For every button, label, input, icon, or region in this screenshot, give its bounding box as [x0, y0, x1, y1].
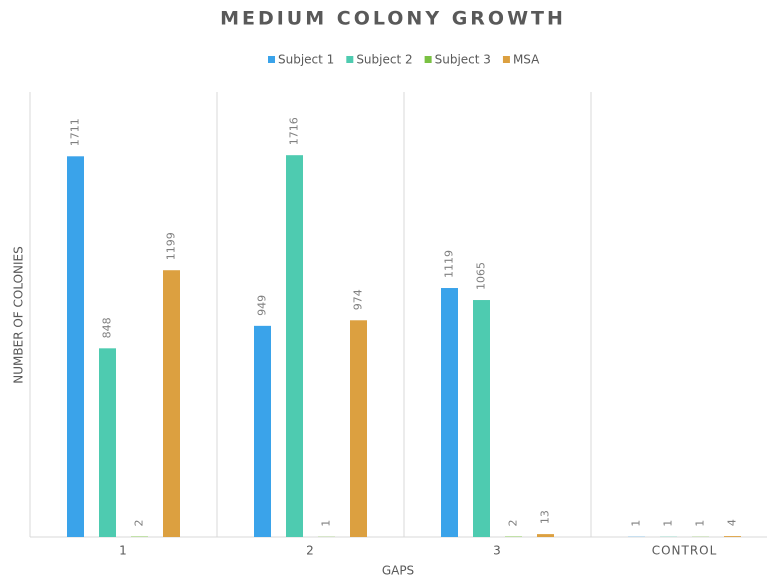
value-label: 1711: [69, 118, 82, 146]
legend-label: Subject 2: [356, 53, 412, 67]
x-tick-label: 1: [119, 544, 128, 558]
bar: [254, 325, 271, 537]
bar: [724, 536, 741, 537]
bar: [163, 270, 180, 537]
value-label: 949: [256, 295, 269, 316]
legend-label: MSA: [513, 53, 540, 67]
bar: [473, 300, 490, 537]
value-label: 13: [539, 510, 552, 524]
y-axis-label: NUMBER OF COLONIES: [12, 246, 26, 383]
legend-swatch: [268, 56, 275, 63]
legend-swatch: [424, 56, 432, 63]
value-label: 1: [662, 520, 675, 527]
value-label: 1: [694, 520, 707, 527]
value-label: 2: [133, 520, 146, 527]
value-label: 1119: [443, 250, 456, 278]
value-label: 974: [352, 289, 365, 310]
x-tick-label: 3: [493, 544, 502, 558]
bar: [67, 156, 84, 538]
value-label: 4: [726, 519, 739, 526]
bar: [441, 288, 458, 537]
value-label: 1065: [475, 262, 488, 290]
value-label: 1716: [288, 117, 301, 145]
bar: [350, 320, 367, 537]
bar: [537, 534, 554, 537]
value-label: 848: [101, 317, 114, 338]
legend-swatch: [346, 56, 354, 63]
x-tick-label: 2: [306, 544, 315, 558]
legend-label: Subject 3: [435, 53, 491, 67]
bar: [286, 155, 303, 537]
chart-title: MEDIUM COLONY GROWTH: [220, 8, 566, 30]
legend-swatch: [502, 56, 510, 63]
legend-label: Subject 1: [278, 53, 334, 67]
value-label: 2: [507, 520, 520, 527]
value-label: 1199: [165, 232, 178, 260]
x-tick-label: CONTROL: [652, 544, 718, 558]
value-label: 1: [630, 520, 643, 527]
value-label: 1: [320, 520, 333, 527]
bar: [99, 348, 116, 537]
x-axis-label: GAPS: [382, 564, 414, 577]
